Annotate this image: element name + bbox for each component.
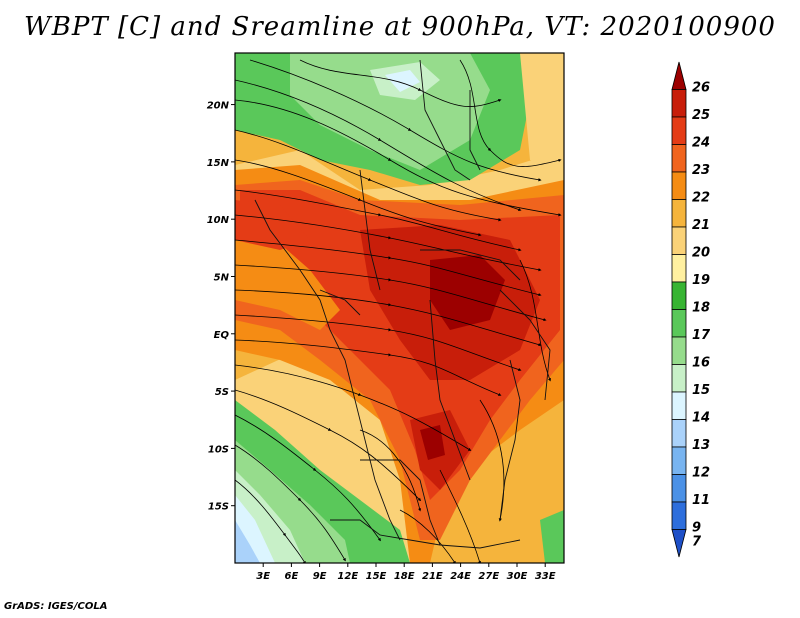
colorbar-swatch xyxy=(671,61,687,90)
streamline xyxy=(519,259,551,382)
field-region xyxy=(235,520,260,563)
colorbar-swatch xyxy=(671,309,687,338)
country-borders xyxy=(254,59,551,549)
y-tick-label: 15S xyxy=(208,502,229,513)
colorbar-swatch xyxy=(671,171,687,200)
x-tick-label: 30E xyxy=(507,571,528,582)
border-line xyxy=(254,199,401,541)
border-line xyxy=(419,59,471,181)
colorbar-swatch xyxy=(671,226,687,255)
colorbar-swatch xyxy=(671,529,687,558)
border-line xyxy=(330,519,521,549)
border-line xyxy=(499,289,551,401)
x-tick-label: 21E xyxy=(422,571,443,582)
y-tick-label: EQ xyxy=(214,330,230,341)
colorbar-label: 15 xyxy=(692,383,710,398)
colorbar-swatch xyxy=(671,116,687,145)
y-tick-label: 10N xyxy=(207,215,230,226)
field-region xyxy=(235,200,310,250)
colorbar-label: 17 xyxy=(692,328,711,343)
x-tick-label: 18E xyxy=(394,571,415,582)
plot-frame xyxy=(234,52,565,564)
y-tick-label: 10S xyxy=(208,444,229,455)
colorbar-label: 26 xyxy=(692,81,710,96)
streamline xyxy=(399,509,456,563)
border-line xyxy=(469,90,481,171)
colorbar-swatch xyxy=(671,144,687,173)
colorbar-swatch xyxy=(671,391,687,420)
border-line xyxy=(420,249,521,281)
colorbar-label: 25 xyxy=(692,108,710,123)
y-axis: 20N 15N 10N 5N EQ 5S 10S 15S xyxy=(207,101,235,513)
colorbar-label: 23 xyxy=(692,163,710,178)
colorbar-label: 9 xyxy=(692,521,701,536)
streamline xyxy=(479,399,505,522)
colorbar-label: 22 xyxy=(692,191,710,206)
field-region xyxy=(540,510,564,563)
grads-credit: GrADS: IGES/COLA xyxy=(4,601,108,612)
field-region xyxy=(385,70,420,92)
colorbar-swatch xyxy=(671,419,687,448)
colorbar-swatch xyxy=(671,364,687,393)
streamline xyxy=(235,479,306,563)
chart-title: WBPT [C] and Sreamline at 900hPa, VT: 20… xyxy=(24,12,776,42)
border-line xyxy=(429,299,471,481)
streamline xyxy=(235,364,472,451)
colorbar-swatch xyxy=(671,446,687,475)
y-tick-label: 15N xyxy=(207,158,230,169)
x-tick-label: 6E xyxy=(285,571,299,582)
y-tick-label: 5S xyxy=(215,387,229,398)
colorbar-label: 24 xyxy=(692,136,710,151)
border-line xyxy=(499,359,521,521)
streamline xyxy=(235,339,502,396)
colorbar-swatch xyxy=(671,336,687,365)
colorbar-label: 21 xyxy=(692,218,710,233)
border-line xyxy=(319,289,361,316)
x-tick-label: 27E xyxy=(478,571,499,582)
colorbar-label: 16 xyxy=(692,356,710,371)
colorbar-swatch xyxy=(671,281,687,310)
x-tick-label: 24E xyxy=(450,571,471,582)
x-tick-label: 9E xyxy=(313,571,327,582)
streamline xyxy=(235,389,422,502)
streamline xyxy=(235,414,381,542)
colorbar-swatch xyxy=(671,501,687,530)
x-tick-label: 33E xyxy=(535,571,556,582)
field-region xyxy=(235,230,340,330)
streamline xyxy=(249,59,542,182)
border-line xyxy=(360,459,441,546)
colorbar-swatch xyxy=(671,89,687,118)
x-axis: 3E 6E 9E 12E 15E 18E 21E 24E 27E 30E 33E xyxy=(256,563,556,582)
colorbar-label: 14 xyxy=(692,411,710,426)
wbpt-field xyxy=(235,53,564,563)
border-line xyxy=(359,169,381,291)
streamline xyxy=(439,469,482,563)
x-tick-label: 15E xyxy=(366,571,387,582)
y-tick-label: 20N xyxy=(207,101,230,112)
colorbar-label: 13 xyxy=(692,438,710,453)
colorbar-swatch xyxy=(671,474,687,503)
streamline xyxy=(235,314,522,372)
colorbar-label: 19 xyxy=(692,273,710,288)
colorbar-swatch xyxy=(671,254,687,283)
colorbar-label: 20 xyxy=(692,246,710,261)
colorbar-label: 11 xyxy=(692,493,710,508)
streamline xyxy=(235,444,346,562)
y-tick-label: 5N xyxy=(214,272,230,283)
streamline xyxy=(359,429,422,512)
colorbar-swatch xyxy=(671,199,687,228)
colorbar-label: 12 xyxy=(692,466,710,481)
x-tick-label: 12E xyxy=(337,571,358,582)
streamline xyxy=(459,59,562,167)
x-tick-label: 3E xyxy=(256,571,270,582)
colorbar-label: 18 xyxy=(692,301,710,316)
streamlines xyxy=(235,59,562,563)
colorbar: 26 25 24 23 22 21 20 19 18 17 16 15 14 13 12 11 97 xyxy=(671,61,711,558)
colorbar-label: 7 xyxy=(692,534,702,549)
